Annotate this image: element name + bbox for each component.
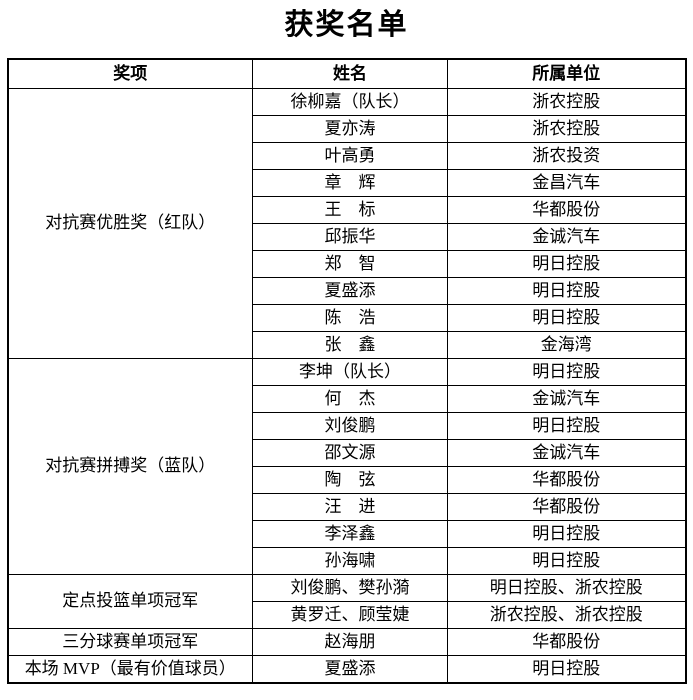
name-cell: 夏盛添 <box>252 655 448 684</box>
table-row: 郑 智明日控股 <box>8 250 686 278</box>
page-title: 获奖名单 <box>284 9 409 41</box>
header-row: 奖项 姓名 所属单位 <box>7 58 686 89</box>
unit-cell: 金诚汽车 <box>447 439 686 467</box>
table-body: 对抗赛优胜奖（红队） 徐柳嘉（队长） 浙农控股 夏亦涛 浙农控股 叶高勇 浙农投资章 辉金昌… <box>7 88 686 684</box>
unit-cell: 明日控股 <box>447 547 686 575</box>
unit-cell: 明日控股 <box>447 412 686 440</box>
unit-cell: 明日控股 <box>447 250 686 278</box>
name-cell: 叶高勇 <box>252 142 448 170</box>
col-header-name: 姓名 <box>252 58 448 89</box>
award-cell: 本场 MVP（最有价值球员） <box>7 655 253 684</box>
table-row: 李泽鑫 明日控股 <box>8 520 686 548</box>
table-row: 叶高勇 浙农投资 <box>8 142 686 170</box>
name-cell: 何 杰 <box>252 385 448 413</box>
name-cell: 李泽鑫 <box>252 520 448 548</box>
col-header-unit: 所属单位 <box>447 58 686 89</box>
table-row: 对抗赛优胜奖（红队） 徐柳嘉（队长） 浙农控股 <box>7 88 686 359</box>
unit-cell: 明日控股 <box>447 520 686 548</box>
unit-cell: 明日控股 <box>447 304 686 332</box>
name-cell: 徐柳嘉（队长） <box>252 88 448 116</box>
table-row: 陈 浩明日控股 <box>8 304 686 332</box>
table-row: 汪 进华都股份 <box>8 493 686 521</box>
name-cell: 王 标 <box>252 196 448 224</box>
unit-cell: 华都股份 <box>447 466 686 494</box>
table-row: 何 杰金诚汽车 <box>8 385 686 413</box>
unit-cell: 浙农投资 <box>447 142 686 170</box>
name-cell: 张 鑫 <box>252 331 448 359</box>
name-cell: 邱振华 <box>252 223 448 251</box>
unit-cell: 明日控股 <box>447 655 686 684</box>
table-row: 夏盛添 明日控股 <box>8 277 686 305</box>
unit-cell: 华都股份 <box>447 628 686 656</box>
unit-cell: 金诚汽车 <box>447 385 686 413</box>
unit-cell: 明日控股 <box>447 277 686 305</box>
name-cell: 陶 弦 <box>252 466 448 494</box>
table-row: 孙海啸 明日控股 <box>8 547 686 575</box>
table-row: 夏亦涛 浙农控股 <box>8 115 686 143</box>
name-cell: 陈 浩 <box>252 304 448 332</box>
table-row: 三分球赛单项冠军 赵海朋 华都股份 <box>7 628 686 656</box>
table-header: 奖项 姓名 所属单位 <box>7 58 686 89</box>
table-row: 定点投篮单项冠军 刘俊鹏、樊孙漪 明日控股、浙农控股 <box>7 574 686 629</box>
award-cell: 对抗赛拼搏奖（蓝队） <box>7 358 253 575</box>
award-cell: 三分球赛单项冠军 <box>7 628 253 656</box>
table-row: 章 辉金昌汽车 <box>8 169 686 197</box>
name-cell: 邵文源 <box>252 439 448 467</box>
unit-cell: 华都股份 <box>447 196 686 224</box>
name-cell: 黄罗迁、顾莹婕 <box>252 601 448 629</box>
unit-cell: 金诚汽车 <box>447 223 686 251</box>
unit-cell: 金昌汽车 <box>447 169 686 197</box>
table-row: 陶 弦华都股份 <box>8 466 686 494</box>
table-row: 王 标华都股份 <box>8 196 686 224</box>
unit-cell: 明日控股 <box>447 358 686 386</box>
name-cell: 赵海朋 <box>252 628 448 656</box>
name-cell: 孙海啸 <box>252 547 448 575</box>
unit-cell: 浙农控股 <box>447 88 686 116</box>
name-cell: 汪 进 <box>252 493 448 521</box>
name-cell: 刘俊鹏、樊孙漪 <box>252 574 448 602</box>
table-row: 本场 MVP（最有价值球员） 夏盛添 明日控股 <box>7 655 686 684</box>
table-row: 邱振华 金诚汽车 <box>8 223 686 251</box>
award-table: 奖项 姓名 所属单位 对抗赛优胜奖（红队） 徐柳嘉（队长） 浙农控股 夏亦涛 浙农控股叶… <box>6 58 687 684</box>
col-header-award: 奖项 <box>7 58 253 89</box>
name-cell: 李坤（队长） <box>252 358 448 386</box>
table-row: 黄罗迁、顾莹婕 浙农控股、浙农控股 <box>8 601 686 629</box>
unit-cell: 金海湾 <box>447 331 686 359</box>
award-cell: 定点投篮单项冠军 <box>7 574 253 629</box>
table-row: 邵文源 金诚汽车 <box>8 439 686 467</box>
unit-cell: 明日控股、浙农控股 <box>447 574 686 602</box>
name-cell: 章 辉 <box>252 169 448 197</box>
unit-cell: 华都股份 <box>447 493 686 521</box>
name-cell: 夏亦涛 <box>252 115 448 143</box>
name-cell: 郑 智 <box>252 250 448 278</box>
table-row: 对抗赛拼搏奖（蓝队） 李坤（队长） 明日控股 <box>7 358 686 575</box>
award-cell: 对抗赛优胜奖（红队） <box>7 88 253 359</box>
unit-cell: 浙农控股、浙农控股 <box>447 601 686 629</box>
unit-cell: 浙农控股 <box>447 115 686 143</box>
name-cell: 刘俊鹏 <box>252 412 448 440</box>
name-cell: 夏盛添 <box>252 277 448 305</box>
